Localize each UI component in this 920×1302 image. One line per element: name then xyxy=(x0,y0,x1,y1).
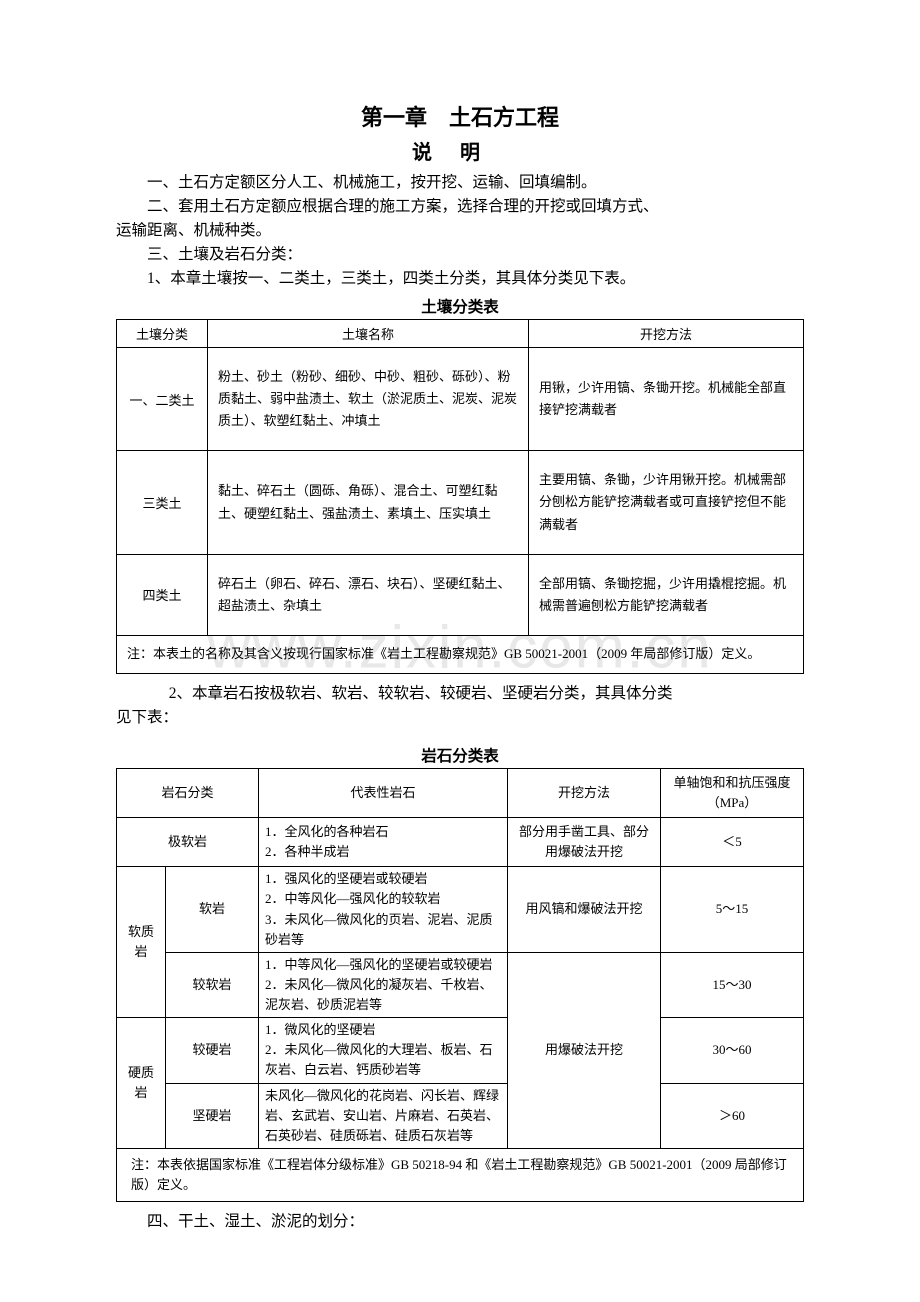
table-cell: 主要用镐、条锄，少许用锹开挖。机械需部分刨松方能铲挖满载者或可直接铲挖但不能满载… xyxy=(529,451,804,554)
table-cell: 四类土 xyxy=(117,554,208,635)
paragraph: 运输距离、机械种类。 xyxy=(116,219,804,243)
paragraph: 二、套用土石方定额应根据合理的施工方案，选择合理的开挖或回填方式、 xyxy=(116,195,804,219)
table-cell: 较软岩 xyxy=(166,952,259,1017)
table-cell: 部分用手凿工具、部分用爆破法开挖 xyxy=(508,817,661,866)
table-cell: 30～60 xyxy=(661,1018,804,1083)
table-cell: 碎石土（卵石、碎石、漂石、块石）、坚硬红黏土、超盐渍土、杂填土 xyxy=(208,554,529,635)
table-cell: 1．中等风化—强风化的坚硬岩或较硬岩2．未风化—微风化的凝灰岩、千枚岩、泥灰岩、… xyxy=(259,952,508,1017)
table-cell: 较硬岩 xyxy=(166,1018,259,1083)
table-cell: 粉土、砂土（粉砂、细砂、中砂、粗砂、砾砂）、粉质黏土、弱中盐渍土、软土（淤泥质土… xyxy=(208,348,529,451)
table-header: 代表性岩石 xyxy=(259,768,508,817)
table-cell: 黏土、碎石土（圆砾、角砾）、混合土、可塑红黏土、硬塑红黏土、强盐渍土、素填土、压… xyxy=(208,451,529,554)
paragraph: 见下表： xyxy=(116,706,804,730)
paragraph: 三、土壤及岩石分类： xyxy=(116,243,804,267)
table-cell: 未风化—微风化的花岗岩、闪长岩、辉绿岩、玄武岩、安山岩、片麻岩、石英岩、石英砂岩… xyxy=(259,1083,508,1148)
table-cell: 一、二类土 xyxy=(117,348,208,451)
table-cell: 1．全风化的各种岩石2．各种半成岩 xyxy=(259,817,508,866)
table-cell: 极软岩 xyxy=(117,817,259,866)
paragraph: 四、干土、湿土、淤泥的划分： xyxy=(116,1210,804,1234)
table-cell: 用爆破法开挖 xyxy=(508,952,661,1148)
table-caption: 岩石分类表 xyxy=(116,744,804,766)
table-cell: 硬质岩 xyxy=(117,1018,166,1149)
table-cell: 软岩 xyxy=(166,867,259,953)
table-header: 单轴饱和和抗压强度（MPa） xyxy=(661,768,804,817)
table-cell: 5～15 xyxy=(661,867,804,953)
table-cell: 软质岩 xyxy=(117,867,166,1018)
table-cell: 三类土 xyxy=(117,451,208,554)
table-header: 土壤分类 xyxy=(117,320,208,348)
table-cell: 坚硬岩 xyxy=(166,1083,259,1148)
paragraph: 一、土石方定额区分人工、机械施工，按开挖、运输、回填编制。 xyxy=(116,171,804,195)
table-caption: 土壤分类表 xyxy=(116,295,804,317)
table-cell: 1．强风化的坚硬岩或较硬岩2．中等风化—强风化的较软岩3．未风化—微风化的页岩、… xyxy=(259,867,508,953)
paragraph: 2、本章岩石按极软岩、软岩、较软岩、较硬岩、坚硬岩分类，其具体分类 xyxy=(116,682,804,706)
table-header: 开挖方法 xyxy=(529,320,804,348)
table-cell: 用锹，少许用镐、条锄开挖。机械能全部直接铲挖满载者 xyxy=(529,348,804,451)
table-cell: 用风镐和爆破法开挖 xyxy=(508,867,661,953)
table-header: 开挖方法 xyxy=(508,768,661,817)
chapter-title: 第一章 土石方工程 xyxy=(116,100,804,132)
table-note: 注：本表依据国家标准《工程岩体分级标准》GB 50218-94 和《岩土工程勘察… xyxy=(117,1149,804,1202)
table-cell: 15～30 xyxy=(661,952,804,1017)
table-cell: 全部用镐、条锄挖掘，少许用撬棍挖掘。机械需普遍刨松方能铲挖满载者 xyxy=(529,554,804,635)
table-header: 岩石分类 xyxy=(117,768,259,817)
table-cell: 1．微风化的坚硬岩2．未风化—微风化的大理岩、板岩、石灰岩、白云岩、钙质砂岩等 xyxy=(259,1018,508,1083)
paragraph: 1、本章土壤按一、二类土，三类土，四类土分类，其具体分类见下表。 xyxy=(116,267,804,291)
soil-classification-table: 土壤分类 土壤名称 开挖方法 一、二类土 粉土、砂土（粉砂、细砂、中砂、粗砂、砾… xyxy=(116,319,804,674)
rock-classification-table: 岩石分类 代表性岩石 开挖方法 单轴饱和和抗压强度（MPa） 极软岩 1．全风化… xyxy=(116,768,804,1203)
table-cell: ＞60 xyxy=(661,1083,804,1148)
table-cell: ＜5 xyxy=(661,817,804,866)
table-note: 注：本表土的名称及其含义按现行国家标准《岩土工程勘察规范》GB 50021-20… xyxy=(117,635,804,673)
section-title: 说明 xyxy=(116,136,804,165)
table-header: 土壤名称 xyxy=(208,320,529,348)
